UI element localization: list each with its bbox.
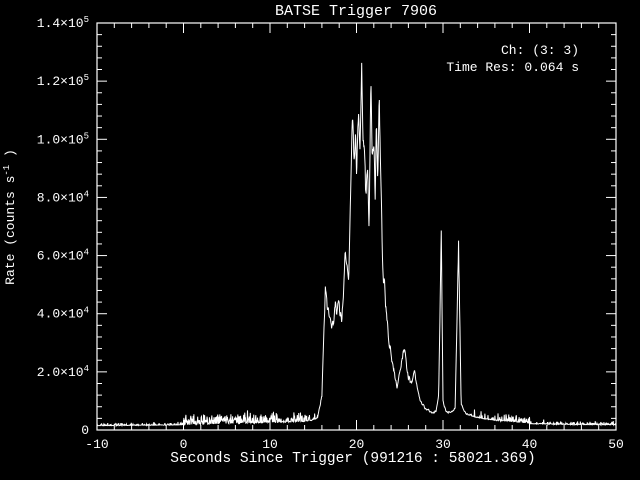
svg-text:8.0×104: 8.0×104 <box>37 189 89 205</box>
svg-text:10: 10 <box>262 437 278 452</box>
svg-text:50: 50 <box>608 437 624 452</box>
svg-text:Ch: (3: 3): Ch: (3: 3) <box>501 43 579 58</box>
svg-text:-10: -10 <box>85 437 108 452</box>
svg-text:6.0×104: 6.0×104 <box>37 248 89 264</box>
svg-text:0: 0 <box>81 423 89 438</box>
svg-text:1.2×105: 1.2×105 <box>37 73 89 89</box>
svg-text:BATSE Trigger 7906: BATSE Trigger 7906 <box>275 3 437 20</box>
svg-text:0: 0 <box>180 437 188 452</box>
svg-text:30: 30 <box>435 437 451 452</box>
svg-text:Seconds Since Trigger (991216: Seconds Since Trigger (991216 : 58021.36… <box>170 451 535 467</box>
svg-text:20: 20 <box>349 437 365 452</box>
svg-text:2.0×104: 2.0×104 <box>37 364 89 380</box>
svg-text:Time Res: 0.064 s: Time Res: 0.064 s <box>446 60 579 75</box>
svg-text:1.4×105: 1.4×105 <box>37 15 89 31</box>
svg-text:40: 40 <box>522 437 538 452</box>
svg-text:4.0×104: 4.0×104 <box>37 306 89 322</box>
svg-text:1.0×105: 1.0×105 <box>37 131 89 147</box>
